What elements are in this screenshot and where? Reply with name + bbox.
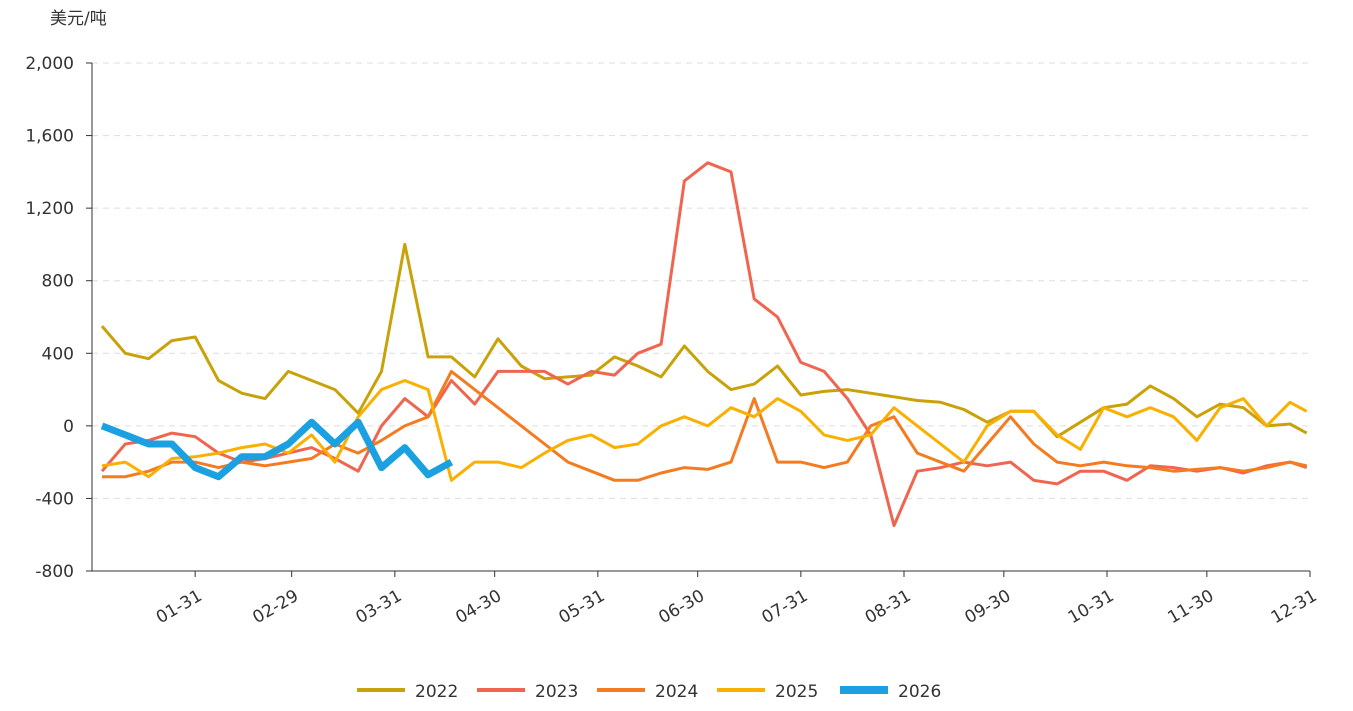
x-tick-label: 03-31 — [353, 586, 406, 628]
x-tick-label: 04-30 — [452, 586, 505, 628]
x-tick-label: 06-30 — [655, 586, 708, 628]
series-line — [101, 379, 1308, 482]
legend-label: 2024 — [655, 682, 698, 702]
legend-label: 2026 — [898, 682, 941, 702]
y-tick-label: 400 — [42, 344, 74, 364]
x-tick-label: 01-31 — [153, 586, 206, 628]
y-tick-label: 800 — [42, 272, 74, 292]
legend-label: 2022 — [415, 682, 458, 702]
y-tick-label: 0 — [63, 417, 74, 437]
series-line — [102, 369, 1308, 482]
series-line — [100, 418, 454, 481]
y-tick-label: -400 — [35, 489, 74, 509]
x-tick-label: 10-31 — [1065, 586, 1118, 628]
y-tick-label: 1,600 — [25, 127, 74, 147]
x-tick-label: 09-30 — [962, 586, 1015, 628]
x-tick-label: 11-30 — [1165, 586, 1218, 628]
y-tick-label: 2,000 — [25, 54, 74, 74]
x-tick-label: 12-31 — [1268, 586, 1321, 628]
y-tick-label: 1,200 — [25, 199, 74, 219]
legend-label: 2025 — [775, 682, 818, 702]
x-tick-label: 08-31 — [862, 586, 915, 628]
y-tick-label: -800 — [35, 562, 74, 582]
legend-label: 2023 — [535, 682, 578, 702]
x-tick-label: 07-31 — [759, 586, 812, 628]
y-axis-label: 美元/吨 — [50, 9, 107, 29]
series-line — [100, 161, 1308, 528]
series-line — [100, 242, 1308, 439]
x-tick-label: 05-31 — [556, 586, 609, 628]
x-tick-label: 02-29 — [249, 586, 302, 628]
